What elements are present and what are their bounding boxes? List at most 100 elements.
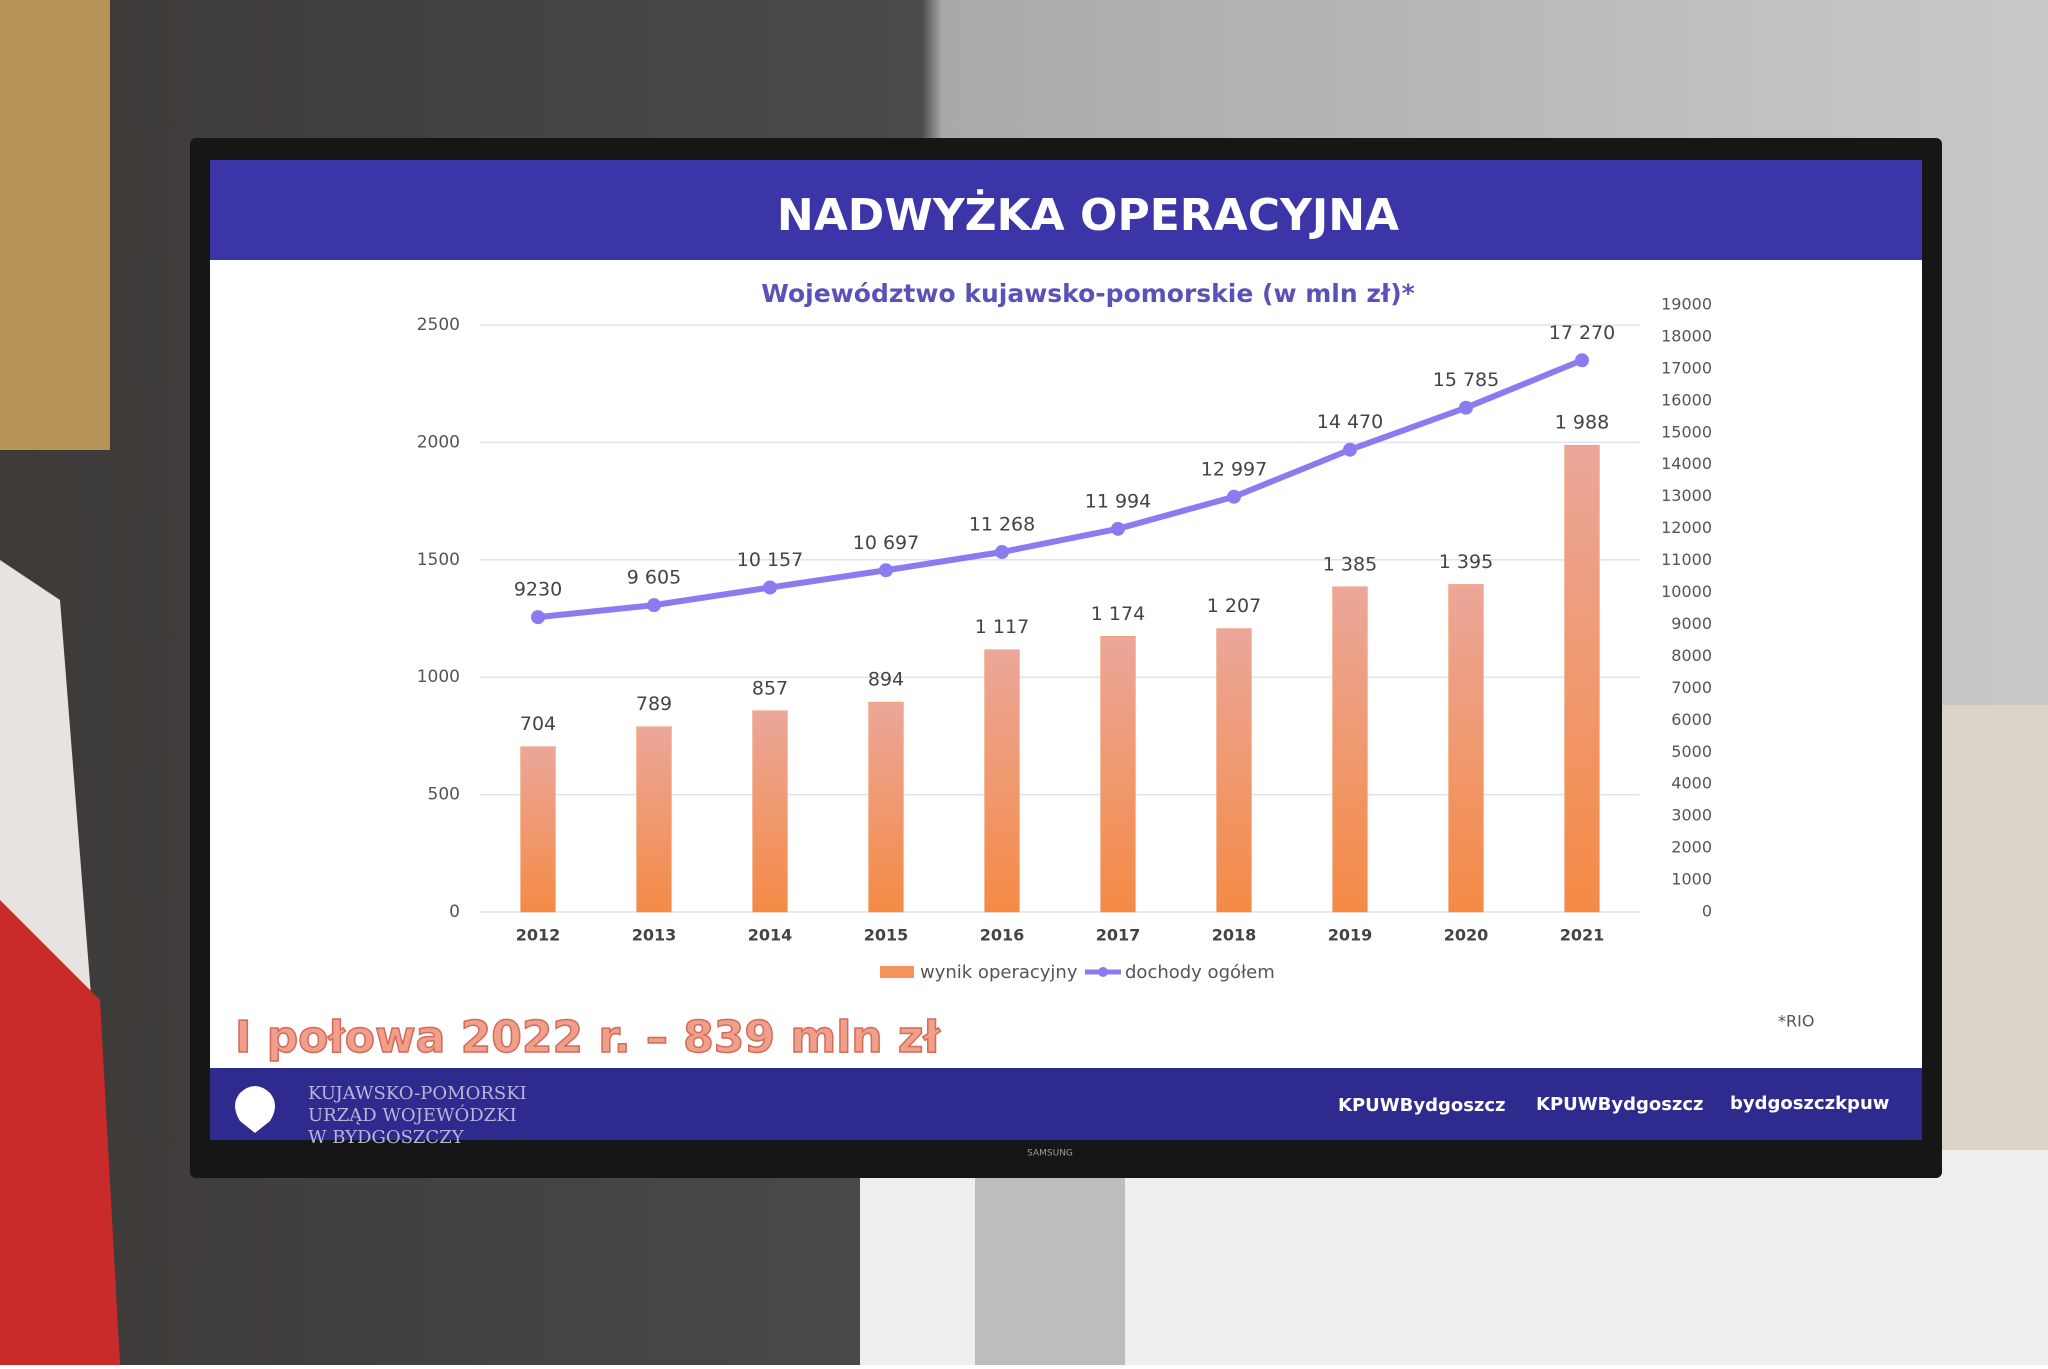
line-marker	[995, 545, 1009, 560]
legend-swatch	[1098, 967, 1108, 977]
twitter-handle: KPUWBydgoszcz	[1536, 1094, 1704, 1115]
line-marker	[763, 580, 777, 595]
line-marker	[1227, 489, 1241, 504]
y-tick-label: 500	[428, 785, 460, 805]
y2-tick-label: 3000	[1671, 806, 1712, 825]
chart-title: Województwo kujawsko-pomorskie (w mln zł…	[761, 279, 1414, 308]
org-line: URZĄD WOJEWÓDZKI	[308, 1103, 517, 1126]
x-tick-label: 2018	[1212, 926, 1257, 945]
line-marker	[1111, 521, 1125, 536]
y2-tick-label: 13000	[1661, 486, 1712, 505]
bar	[1100, 636, 1136, 913]
data-label: 9 605	[627, 567, 681, 589]
x-tick-label: 2020	[1444, 926, 1489, 945]
screen	[210, 160, 1922, 1140]
footer-band	[210, 1068, 1922, 1140]
tv-brand: SAMSUNG	[1027, 1149, 1073, 1159]
x-tick-label: 2019	[1328, 926, 1373, 945]
header-band	[210, 160, 1922, 260]
slide-title: NADWYŻKA OPERACYJNA	[777, 188, 1399, 241]
y2-tick-label: 11000	[1661, 550, 1712, 569]
data-label: 789	[636, 693, 672, 715]
data-label: 704	[520, 713, 556, 735]
data-label: 15 785	[1433, 369, 1499, 391]
x-tick-label: 2013	[632, 926, 677, 945]
y2-tick-label: 19000	[1661, 295, 1712, 314]
y-tick-label: 1500	[417, 550, 460, 570]
data-label: 14 470	[1317, 411, 1383, 433]
line-marker	[879, 563, 893, 578]
bar	[1332, 586, 1368, 913]
y-tick-label: 1000	[417, 667, 460, 687]
bar	[1448, 584, 1484, 913]
x-tick-label: 2016	[980, 926, 1025, 945]
bar	[752, 710, 788, 913]
data-label: 10 697	[853, 532, 919, 554]
data-label: 17 270	[1549, 322, 1615, 344]
legend-label: wynik operacyjny	[920, 962, 1078, 983]
y2-tick-label: 15000	[1661, 422, 1712, 441]
y2-tick-label: 2000	[1671, 838, 1712, 857]
y2-tick-label: 16000	[1661, 390, 1712, 409]
y2-tick-label: 9000	[1671, 614, 1712, 633]
line	[537, 357, 1584, 621]
y2-tick-label: 1000	[1671, 870, 1712, 889]
y-tick-label: 2500	[417, 315, 460, 335]
stand	[975, 1160, 1125, 1365]
data-label: 1 988	[1555, 412, 1609, 434]
bar	[984, 649, 1020, 913]
facebook-handle: KPUWBydgoszcz	[1338, 1095, 1506, 1116]
y2-tick-label: 12000	[1661, 518, 1712, 537]
bar	[1216, 628, 1252, 913]
org-line: KUJAWSKO-POMORSKI	[308, 1083, 527, 1104]
line-marker	[531, 610, 545, 625]
plaque	[0, 0, 110, 450]
data-label: 10 157	[737, 549, 803, 571]
y2-tick-label: 0	[1702, 902, 1712, 921]
source-note: *RIO	[1778, 1012, 1814, 1031]
data-label: 1 207	[1207, 595, 1261, 617]
y2-tick-label: 6000	[1671, 710, 1712, 729]
data-label: 1 395	[1439, 551, 1493, 573]
line-marker	[1343, 442, 1357, 457]
instagram-handle: bydgoszczkpuw	[1730, 1093, 1889, 1114]
annotation: I połowa 2022 r. – 839 mln zł	[235, 1012, 942, 1063]
data-label: 894	[868, 669, 904, 691]
x-tick-label: 2014	[748, 926, 793, 945]
data-label: 11 268	[969, 514, 1035, 536]
flag-red	[0, 900, 120, 1365]
x-tick-label: 2012	[516, 926, 561, 945]
legend-swatch	[880, 966, 914, 978]
bar	[868, 701, 904, 913]
y2-tick-label: 14000	[1661, 454, 1712, 473]
bar	[1564, 444, 1600, 913]
y-tick-label: 2000	[417, 432, 460, 452]
data-label: 12 997	[1201, 458, 1267, 480]
line-marker	[1575, 353, 1589, 368]
y2-tick-label: 18000	[1661, 326, 1712, 345]
data-label: 11 994	[1085, 490, 1151, 512]
bar	[636, 726, 672, 913]
y2-tick-label: 8000	[1671, 646, 1712, 665]
line-marker	[1459, 400, 1473, 415]
data-label: 1 117	[975, 616, 1029, 638]
y2-tick-label: 10000	[1661, 582, 1712, 601]
data-label: 857	[752, 677, 788, 699]
data-label: 1 174	[1091, 603, 1145, 625]
data-label: 1 385	[1323, 553, 1377, 575]
y2-tick-label: 5000	[1671, 742, 1712, 761]
x-tick-label: 2021	[1560, 926, 1605, 945]
y2-tick-label: 7000	[1671, 678, 1712, 697]
org-line: W BYDGOSZCZY	[308, 1127, 465, 1148]
eagle-emblem	[235, 1086, 275, 1133]
y-tick-label: 0	[449, 902, 460, 922]
y2-tick-label: 17000	[1661, 358, 1712, 377]
data-label: 9230	[514, 579, 562, 601]
line-marker	[647, 598, 661, 613]
legend-label: dochody ogółem	[1125, 962, 1275, 983]
y2-tick-label: 4000	[1671, 774, 1712, 793]
x-tick-label: 2015	[864, 926, 909, 945]
x-tick-label: 2017	[1096, 926, 1141, 945]
